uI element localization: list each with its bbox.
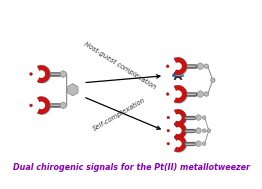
Wedge shape [40,70,45,78]
Polygon shape [196,141,201,147]
Polygon shape [197,91,203,98]
Wedge shape [176,62,182,70]
Polygon shape [196,115,201,121]
Circle shape [167,129,170,132]
Circle shape [166,65,169,68]
Circle shape [166,93,169,95]
Wedge shape [40,102,45,109]
Wedge shape [176,140,182,147]
Wedge shape [174,85,187,103]
Polygon shape [196,128,201,134]
Circle shape [211,78,215,82]
Wedge shape [174,109,186,126]
Text: Dual chirogenic signals for the Pt(II) metallotweezer: Dual chirogenic signals for the Pt(II) m… [13,163,249,172]
Wedge shape [176,114,182,121]
Circle shape [167,142,170,145]
Polygon shape [60,102,66,109]
Wedge shape [38,66,51,84]
Circle shape [30,73,32,75]
Circle shape [204,64,209,68]
Text: Self-complexation: Self-complexation [92,96,147,132]
Wedge shape [175,86,188,104]
Wedge shape [37,97,50,114]
Circle shape [202,142,206,146]
Wedge shape [174,57,187,75]
Circle shape [167,116,170,119]
Polygon shape [60,71,66,77]
Circle shape [207,129,211,132]
Text: Host-guest complexation: Host-guest complexation [83,41,157,90]
Circle shape [30,104,32,107]
Circle shape [202,116,206,119]
Wedge shape [172,71,184,77]
Polygon shape [68,84,78,96]
Wedge shape [176,90,182,98]
Wedge shape [38,98,51,115]
Wedge shape [174,122,186,139]
Wedge shape [174,135,186,152]
Wedge shape [175,136,187,153]
Wedge shape [175,58,188,76]
Polygon shape [197,63,203,70]
Circle shape [202,129,206,132]
Circle shape [204,92,209,96]
Wedge shape [37,65,50,83]
Wedge shape [175,123,187,140]
Wedge shape [175,110,187,127]
Wedge shape [176,127,182,134]
Wedge shape [174,76,182,80]
